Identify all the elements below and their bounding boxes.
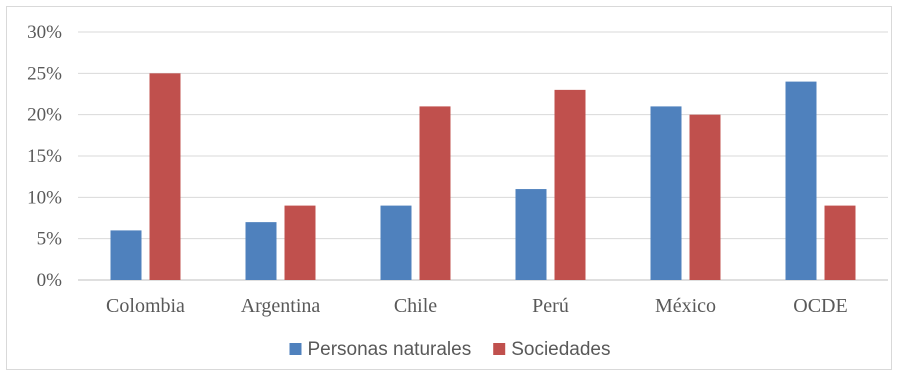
bar-sociedades bbox=[824, 205, 856, 280]
y-tick-label: 5% bbox=[37, 229, 63, 250]
bar-sociedades bbox=[554, 89, 586, 280]
x-tick-label: Perú bbox=[532, 295, 569, 317]
y-tick-label: 10% bbox=[27, 187, 62, 208]
y-tick-label: 20% bbox=[27, 105, 62, 126]
bar-sociedades bbox=[284, 205, 316, 280]
bar-personas-naturales bbox=[650, 106, 682, 281]
y-tick-label: 25% bbox=[27, 63, 62, 84]
bar-personas-naturales bbox=[515, 189, 547, 280]
bar-personas-naturales bbox=[245, 222, 277, 280]
legend-label: Personas naturales bbox=[307, 339, 471, 360]
legend-swatch bbox=[289, 343, 302, 355]
bar-personas-naturales bbox=[110, 230, 142, 280]
bar-sociedades bbox=[689, 114, 721, 281]
x-tick-label: Colombia bbox=[106, 295, 185, 317]
x-tick-label: OCDE bbox=[793, 295, 847, 317]
x-tick-label: México bbox=[655, 295, 716, 317]
x-axis-ticks: Colombia Argentina Chile Perú México OCDE bbox=[106, 295, 848, 317]
bars bbox=[110, 73, 856, 281]
y-tick-label: 15% bbox=[27, 146, 62, 167]
x-tick-label: Chile bbox=[394, 295, 437, 317]
y-tick-label: 0% bbox=[37, 270, 63, 291]
y-axis-ticks: 0% 5% 10% 15% 20% 25% 30% bbox=[27, 22, 62, 291]
gridlines bbox=[78, 31, 888, 281]
legend-swatch bbox=[493, 343, 506, 355]
bar-personas-naturales bbox=[380, 205, 412, 280]
x-tick-label: Argentina bbox=[241, 295, 321, 317]
legend-label: Sociedades bbox=[511, 339, 610, 360]
legend: Personas naturales Sociedades bbox=[289, 339, 611, 360]
bar-personas-naturales bbox=[785, 81, 817, 280]
bar-sociedades bbox=[149, 73, 181, 280]
y-tick-label: 30% bbox=[27, 22, 62, 43]
bar-sociedades bbox=[419, 106, 451, 281]
